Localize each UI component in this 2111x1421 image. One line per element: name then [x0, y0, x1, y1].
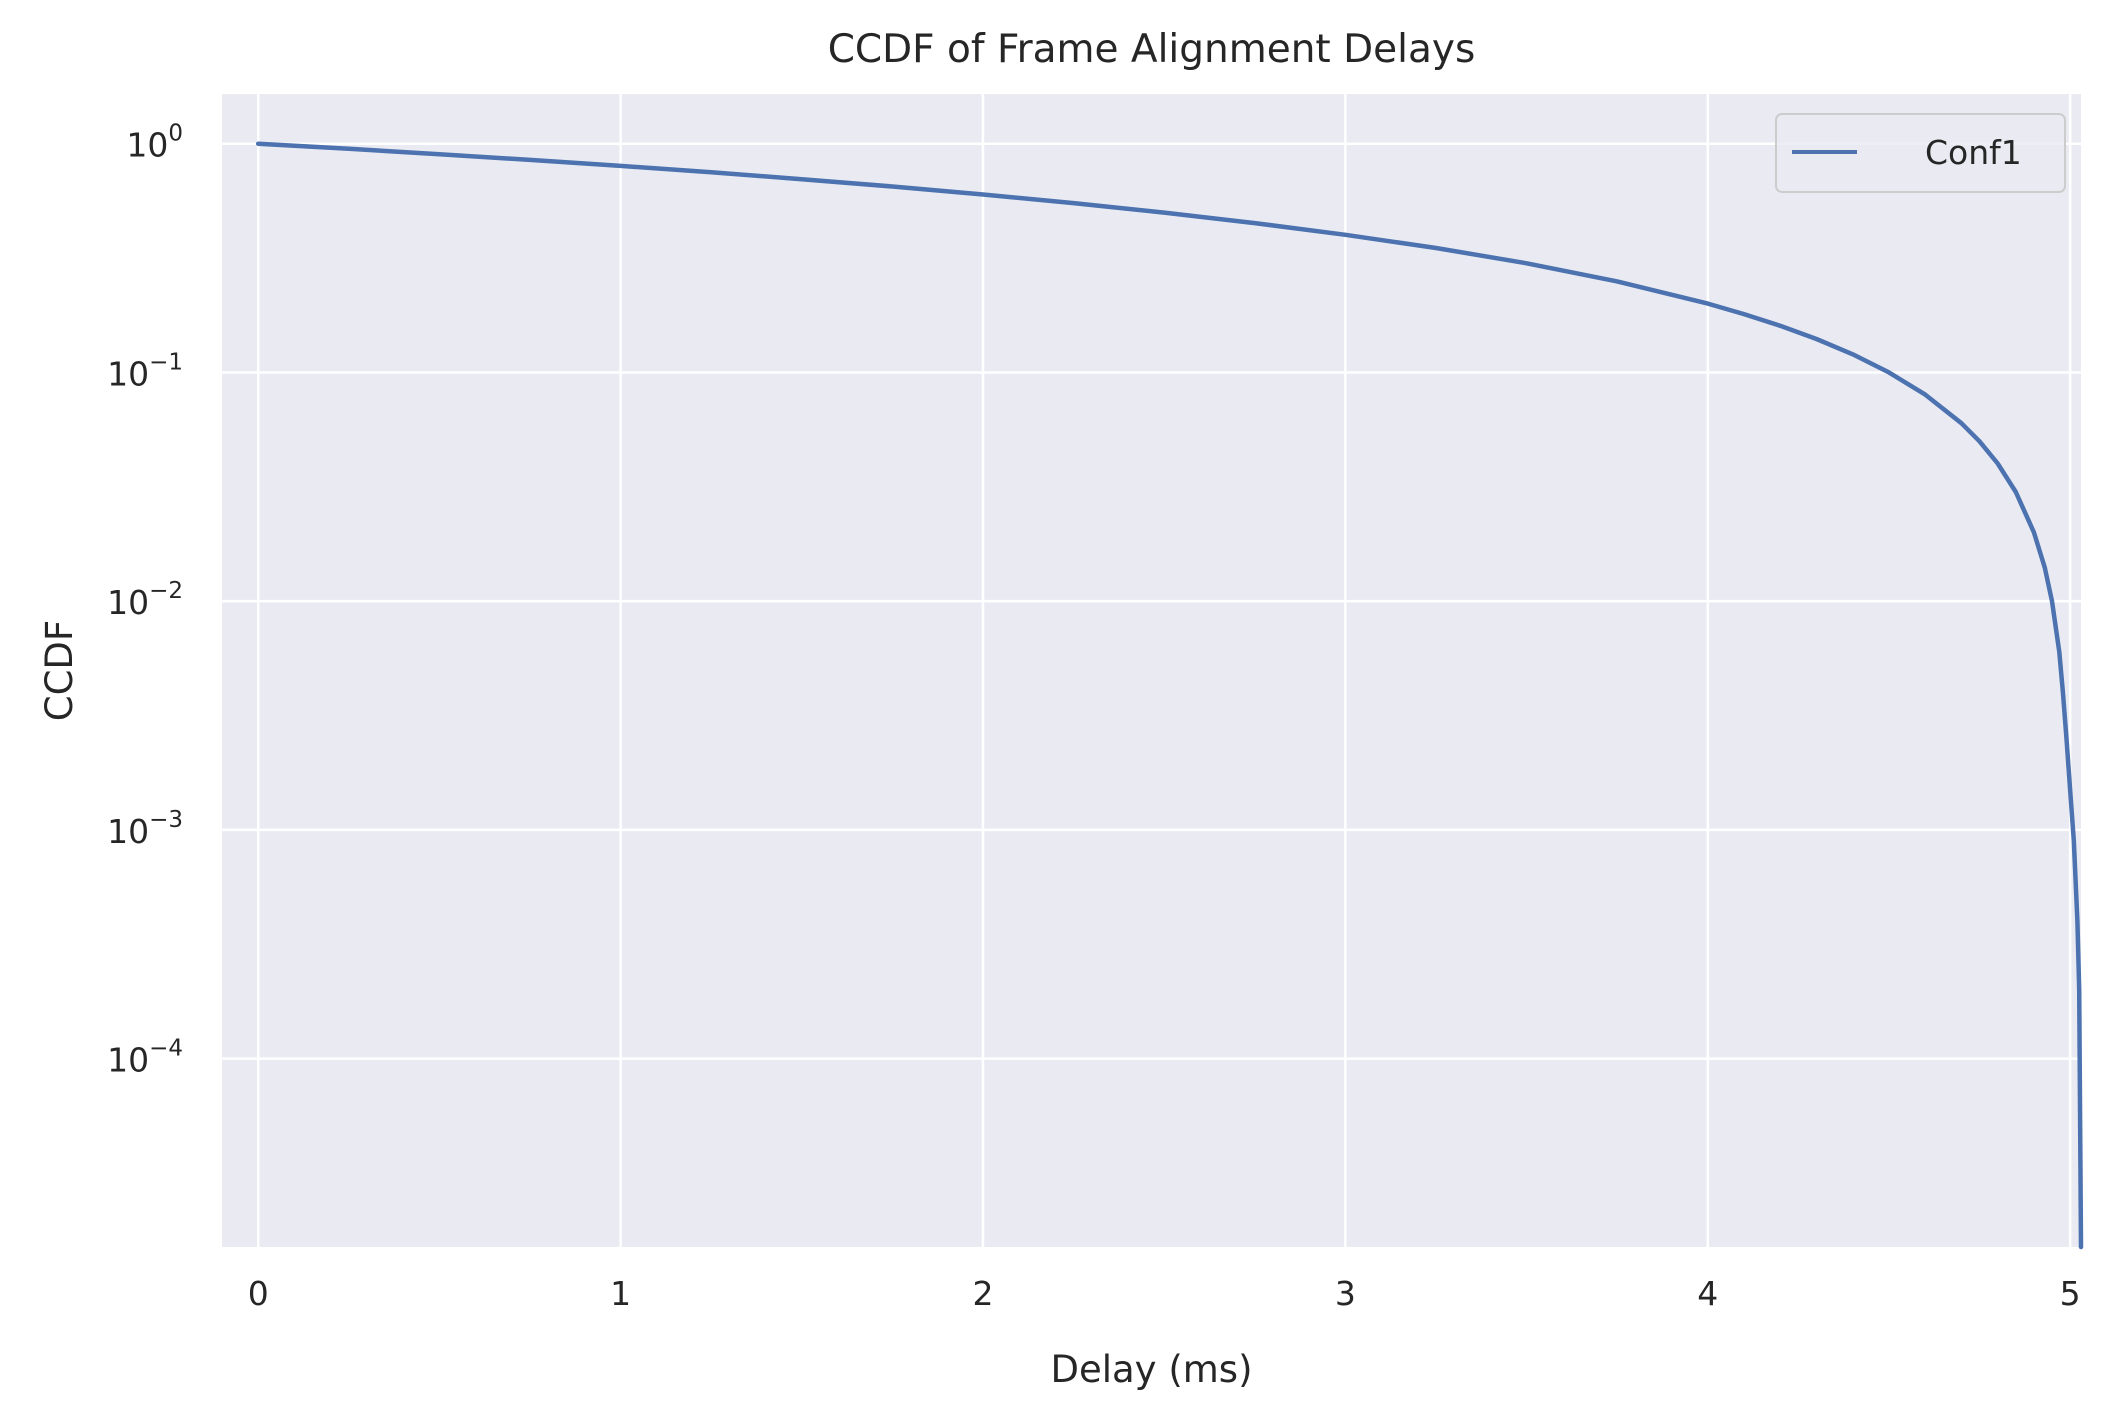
- y-tick-label: 100: [126, 121, 183, 165]
- x-tick-label: 0: [248, 1274, 269, 1313]
- legend-label-conf1: Conf1: [1925, 133, 2022, 172]
- y-tick-label: 10−1: [107, 349, 183, 393]
- x-tick-label: 3: [1335, 1274, 1356, 1313]
- series-layer: [255, 141, 2084, 1250]
- grid-lines: [222, 94, 2081, 1247]
- chart-title: CCDF of Frame Alignment Delays: [828, 27, 1476, 72]
- y-tick-labels: 100 10−1 10−2 10−3 10−4: [107, 121, 183, 1080]
- legend: Conf1: [1775, 113, 2066, 193]
- series-line-conf1: [255, 141, 2084, 1250]
- y-tick-label: 10−3: [107, 807, 183, 851]
- y-tick-label: 10−4: [107, 1036, 183, 1080]
- y-axis-title: CCDF: [38, 620, 81, 721]
- legend-box: [1775, 113, 2066, 193]
- x-tick-label: 5: [2060, 1274, 2081, 1313]
- x-tick-labels: 0 1 2 3 4 5: [248, 1274, 2081, 1313]
- x-tick-label: 1: [610, 1274, 631, 1313]
- x-tick-label: 2: [972, 1274, 993, 1313]
- plot-area: [222, 94, 2081, 1247]
- y-tick-label: 10−2: [107, 578, 183, 622]
- x-axis-title: Delay (ms): [1050, 1348, 1252, 1391]
- x-tick-label: 4: [1697, 1274, 1718, 1313]
